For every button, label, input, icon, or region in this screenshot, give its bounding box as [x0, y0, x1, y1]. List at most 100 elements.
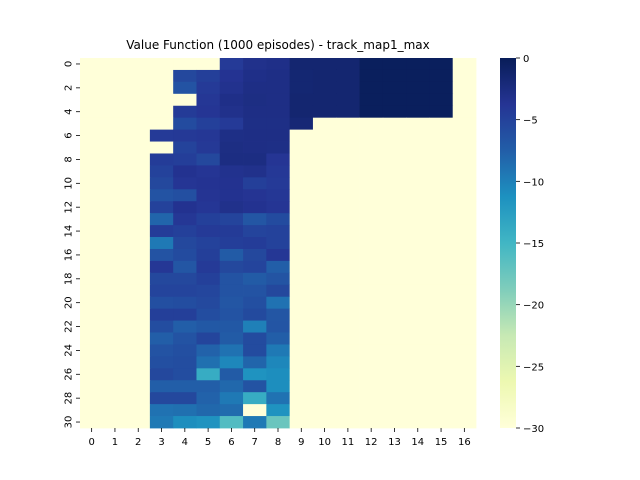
heatmap-cell: [452, 177, 477, 190]
heatmap-cell: [429, 272, 454, 286]
heatmap-cell: [452, 189, 477, 202]
heatmap-cell: [149, 69, 174, 83]
heatmap-cell: [406, 272, 430, 286]
heatmap-cell: [406, 81, 430, 95]
heatmap-cell: [80, 260, 104, 274]
heatmap-cell: [173, 189, 197, 202]
heatmap-cell: [266, 105, 291, 119]
heatmap-cell: [266, 332, 291, 345]
colorbar-gradient: [500, 58, 516, 428]
heatmap-cell: [266, 404, 291, 417]
heatmap-cell: [382, 117, 407, 131]
x-tick-label: 6: [228, 437, 234, 448]
heatmap-cell: [80, 93, 104, 107]
heatmap-cell: [406, 260, 430, 274]
heatmap-cell: [312, 177, 337, 190]
heatmap-cell: [359, 356, 384, 369]
heatmap-cell: [289, 296, 314, 310]
heatmap-cell: [406, 213, 430, 226]
x-tick-label: 15: [435, 437, 448, 448]
heatmap-cell: [219, 189, 244, 202]
heatmap-cell: [103, 296, 127, 310]
x-tick-label: 11: [342, 437, 355, 448]
heatmap-cell: [196, 320, 221, 333]
heatmap-cell: [429, 189, 454, 202]
heatmap-cell: [243, 404, 267, 417]
heatmap-cell: [243, 81, 267, 95]
heatmap-cell: [219, 237, 244, 250]
heatmap-cell: [243, 117, 267, 131]
heatmap-cell: [312, 69, 337, 83]
heatmap-cell: [219, 296, 244, 310]
heatmap-cell: [126, 201, 151, 214]
heatmap-cell: [173, 344, 197, 357]
heatmap-cell: [359, 129, 384, 142]
heatmap-cell: [173, 272, 197, 286]
heatmap-cell: [173, 58, 197, 71]
heatmap-cell: [382, 153, 407, 166]
heatmap-cell: [336, 284, 360, 298]
heatmap-cell: [452, 81, 477, 95]
heatmap-cell: [429, 416, 454, 429]
heatmap-cell: [452, 356, 477, 369]
heatmap-cell: [80, 141, 104, 154]
heatmap-cell: [149, 260, 174, 274]
heatmap-cell: [336, 260, 360, 274]
heatmap-cell: [312, 284, 337, 298]
heatmap-cell: [336, 153, 360, 166]
heatmap-cell: [80, 105, 104, 119]
heatmap-cell: [382, 165, 407, 178]
heatmap-cell: [289, 380, 314, 393]
heatmap-cell: [312, 213, 337, 226]
heatmap-cell: [80, 201, 104, 214]
heatmap-cell: [243, 332, 267, 345]
heatmap-cell: [359, 260, 384, 274]
heatmap-cell: [429, 58, 454, 71]
heatmap-cell: [312, 296, 337, 310]
heatmap-cell: [382, 320, 407, 333]
heatmap-cell: [149, 189, 174, 202]
heatmap-cell: [452, 404, 477, 417]
heatmap-cell: [312, 332, 337, 345]
heatmap-cell: [103, 177, 127, 190]
y-tick-label: 28: [64, 392, 75, 405]
heatmap-cell: [243, 356, 267, 369]
heatmap-cell: [196, 308, 221, 321]
heatmap-cell: [429, 380, 454, 393]
heatmap-cell: [452, 153, 477, 166]
heatmap-cell: [103, 93, 127, 107]
heatmap-cell: [312, 141, 337, 154]
x-tick-label: 3: [158, 437, 164, 448]
heatmap-cell: [103, 260, 127, 274]
heatmap-cell: [312, 248, 337, 262]
heatmap-cell: [289, 404, 314, 417]
heatmap-cell: [429, 201, 454, 214]
heatmap-cell: [80, 58, 104, 71]
heatmap-cell: [406, 237, 430, 250]
heatmap-cell: [126, 296, 151, 310]
heatmap-cell: [219, 368, 244, 381]
heatmap-cell: [406, 189, 430, 202]
heatmap-cell: [80, 392, 104, 405]
heatmap-cell: [359, 189, 384, 202]
heatmap-cell: [429, 248, 454, 262]
y-tick-label: 4: [64, 109, 75, 115]
heatmap-cell: [266, 69, 291, 83]
heatmap-cell: [312, 81, 337, 95]
y-tick-label: 20: [64, 296, 75, 309]
heatmap-cell: [80, 404, 104, 417]
heatmap-cell: [149, 117, 174, 131]
heatmap-cell: [196, 69, 221, 83]
heatmap-cell: [266, 320, 291, 333]
heatmap-cell: [312, 93, 337, 107]
heatmap-cell: [289, 153, 314, 166]
heatmap-cell: [382, 105, 407, 119]
heatmap-cell: [312, 392, 337, 405]
heatmap-cell: [359, 344, 384, 357]
heatmap-cell: [80, 416, 104, 429]
heatmap-cell: [173, 165, 197, 178]
heatmap-cell: [126, 368, 151, 381]
x-tick-label: 2: [135, 437, 141, 448]
heatmap-cell: [336, 141, 360, 154]
heatmap-cell: [336, 308, 360, 321]
